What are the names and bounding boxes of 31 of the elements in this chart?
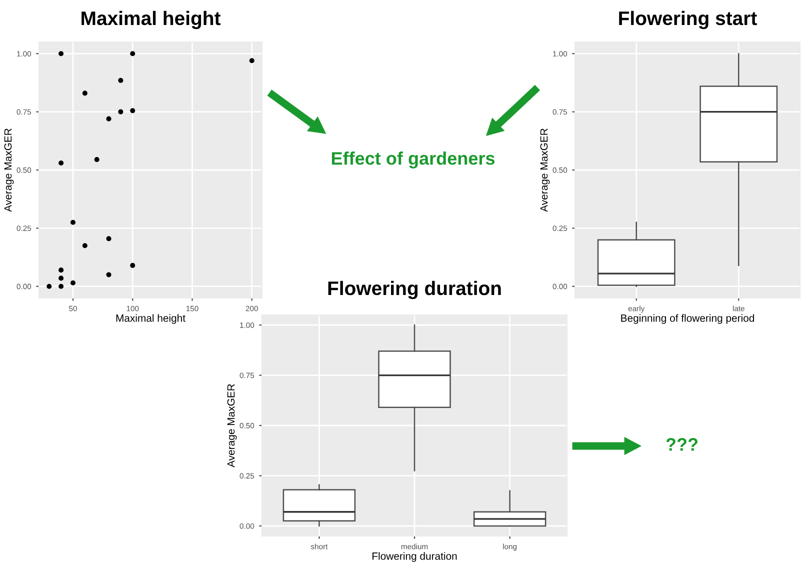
x-axis-title: Flowering duration (372, 552, 457, 562)
point (249, 58, 254, 64)
y-axis-title: Average MaxGER (227, 384, 237, 468)
y-axis-title: Average MaxGER (540, 128, 550, 212)
point (58, 51, 64, 56)
text: Effect of gardeners (332, 152, 495, 168)
point (106, 116, 112, 122)
point (70, 220, 76, 225)
point (82, 243, 88, 248)
point (118, 109, 124, 114)
chart-title: Flowering duration (328, 280, 501, 300)
point (130, 262, 136, 268)
text: ??? (666, 438, 698, 451)
point (58, 268, 64, 273)
chart-title: Flowering start (619, 10, 757, 30)
point (130, 108, 136, 114)
point (94, 156, 100, 162)
point (106, 236, 112, 242)
point (106, 272, 112, 278)
chart-title: Maximal height (82, 10, 220, 30)
x-axis-title: Maximal height (116, 314, 186, 324)
point (58, 284, 64, 289)
x-axis-title: Beginning of flowering period (621, 314, 754, 324)
point (58, 160, 64, 166)
point (82, 90, 88, 96)
point (46, 284, 52, 289)
point (118, 78, 124, 83)
point (58, 276, 64, 281)
point (70, 280, 76, 286)
y-axis-title: Average MaxGER (4, 128, 14, 212)
point (130, 51, 136, 56)
